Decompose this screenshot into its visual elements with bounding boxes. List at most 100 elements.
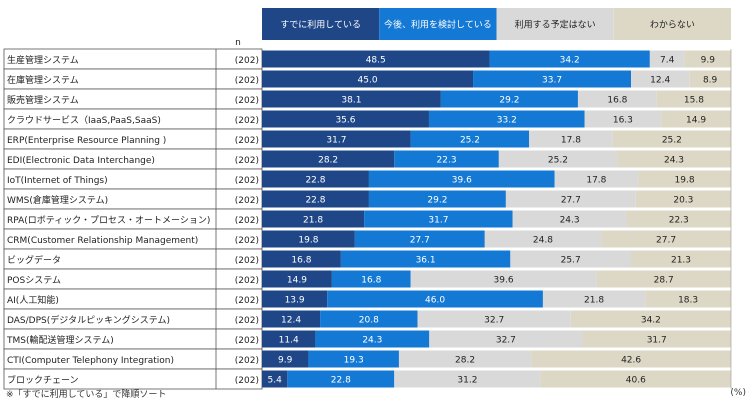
category-n: (202) bbox=[235, 296, 259, 306]
category-label: 販売管理システム bbox=[7, 94, 79, 106]
data-label: 16.8 bbox=[361, 276, 381, 286]
data-label: 38.1 bbox=[341, 96, 361, 106]
bar-segment-3 bbox=[635, 190, 731, 208]
data-label: 5.4 bbox=[267, 376, 282, 386]
legend-label-2: 利用する予定はない bbox=[515, 19, 596, 31]
bar-segment-2 bbox=[529, 130, 613, 148]
chart-footnote: ※「すでに利用している」で降順ソート bbox=[6, 390, 167, 400]
category-label: 在庫管理システム bbox=[7, 74, 79, 86]
category-label: IoT(Internet of Things) bbox=[7, 176, 108, 186]
unit-label: (%) bbox=[730, 388, 746, 398]
legend-label-3: わからない bbox=[650, 20, 695, 31]
bar-segment-0 bbox=[262, 270, 332, 288]
data-label: 24.3 bbox=[664, 156, 684, 166]
bar-segment-2 bbox=[410, 270, 597, 288]
data-label: 29.2 bbox=[499, 96, 519, 106]
legend-swatch-1 bbox=[379, 8, 497, 40]
bar-segment-1 bbox=[340, 250, 511, 268]
data-label: 45.0 bbox=[358, 76, 378, 86]
data-label: 14.9 bbox=[287, 276, 307, 286]
bar-segment-0 bbox=[262, 70, 474, 88]
category-n: (202) bbox=[235, 176, 259, 186]
data-label: 17.8 bbox=[586, 176, 606, 186]
bar-segment-1 bbox=[394, 150, 499, 168]
bar-segment-1 bbox=[473, 70, 632, 88]
bar-segment-1 bbox=[368, 190, 506, 208]
data-label: 27.7 bbox=[561, 196, 581, 206]
bar-segment-3 bbox=[612, 130, 731, 148]
category-n: (202) bbox=[235, 136, 259, 146]
data-label: 31.7 bbox=[326, 136, 346, 146]
bar-segment-3 bbox=[596, 270, 731, 288]
data-label: 24.8 bbox=[533, 236, 553, 246]
bar-segment-0 bbox=[262, 210, 365, 228]
n-header: n bbox=[235, 38, 241, 48]
bar-segment-1 bbox=[368, 170, 555, 188]
category-label: RPA(ロボティック・プロセス・オートメーション) bbox=[7, 215, 210, 226]
data-label: 31.7 bbox=[647, 336, 667, 346]
category-n: (202) bbox=[235, 156, 259, 166]
category-n: (202) bbox=[235, 56, 259, 66]
bar-segment-3 bbox=[638, 170, 731, 188]
bar-segment-2 bbox=[554, 170, 639, 188]
bar-segment-2 bbox=[512, 210, 627, 228]
data-label: 16.8 bbox=[291, 256, 311, 266]
data-label: 27.7 bbox=[410, 236, 430, 246]
data-label: 28.7 bbox=[654, 276, 674, 286]
category-n: (202) bbox=[235, 376, 259, 386]
legend-swatch-2 bbox=[496, 8, 614, 40]
bar-segment-1 bbox=[410, 130, 530, 148]
data-label: 15.8 bbox=[684, 96, 704, 106]
data-label: 12.4 bbox=[281, 316, 301, 326]
bar-segment-1 bbox=[428, 110, 585, 128]
bar-segment-0 bbox=[262, 370, 288, 388]
data-label: 11.4 bbox=[279, 336, 299, 346]
legend-label-1: 今後、利用を検討している bbox=[384, 19, 492, 31]
bar-segment-2 bbox=[542, 290, 646, 308]
bar-segment-3 bbox=[540, 370, 731, 388]
data-label: 28.2 bbox=[318, 156, 338, 166]
bar-segment-3 bbox=[689, 70, 731, 88]
category-n: (202) bbox=[235, 336, 259, 346]
data-label: 8.9 bbox=[703, 76, 718, 86]
bar-segment-0 bbox=[262, 170, 369, 188]
category-label: ブロックチェーン bbox=[7, 374, 79, 386]
bar-segment-2 bbox=[584, 110, 662, 128]
bar-segment-0 bbox=[262, 350, 309, 368]
bar-segment-0 bbox=[262, 250, 341, 268]
category-n: (202) bbox=[235, 216, 259, 226]
data-label: 19.3 bbox=[344, 356, 364, 366]
bar-segment-2 bbox=[484, 230, 602, 248]
bar-segment-3 bbox=[626, 210, 731, 228]
bar-segment-2 bbox=[631, 70, 690, 88]
category-n: (202) bbox=[235, 76, 259, 86]
data-label: 25.2 bbox=[548, 156, 568, 166]
bar-segment-3 bbox=[631, 250, 731, 268]
bar-segment-1 bbox=[331, 270, 411, 288]
data-label: 25.2 bbox=[460, 136, 480, 146]
category-label: AI(人工知能) bbox=[7, 294, 59, 306]
bar-segment-3 bbox=[531, 350, 731, 368]
data-label: 48.5 bbox=[366, 56, 386, 66]
category-n: (202) bbox=[235, 196, 259, 206]
category-n: (202) bbox=[235, 236, 259, 246]
data-label: 16.8 bbox=[607, 96, 627, 106]
data-label: 39.6 bbox=[494, 276, 514, 286]
data-label: 22.3 bbox=[437, 156, 457, 166]
category-n: (202) bbox=[235, 96, 259, 106]
bar-segment-0 bbox=[262, 150, 395, 168]
data-label: 24.3 bbox=[560, 216, 580, 226]
legend-swatch-3 bbox=[613, 8, 731, 40]
data-label: 22.8 bbox=[305, 176, 325, 186]
data-label: 33.7 bbox=[542, 76, 562, 86]
category-label: クラウドサービス（IaaS,PaaS,SaaS) bbox=[7, 115, 161, 126]
data-label: 42.6 bbox=[621, 356, 641, 366]
data-label: 20.8 bbox=[359, 316, 379, 326]
data-label: 25.7 bbox=[561, 256, 581, 266]
bar-segment-2 bbox=[510, 250, 632, 268]
data-label: 46.0 bbox=[425, 296, 445, 306]
bar-segment-3 bbox=[661, 110, 731, 128]
data-label: 24.3 bbox=[362, 336, 382, 346]
category-n: (202) bbox=[235, 256, 259, 266]
bar-segment-3 bbox=[617, 150, 731, 168]
